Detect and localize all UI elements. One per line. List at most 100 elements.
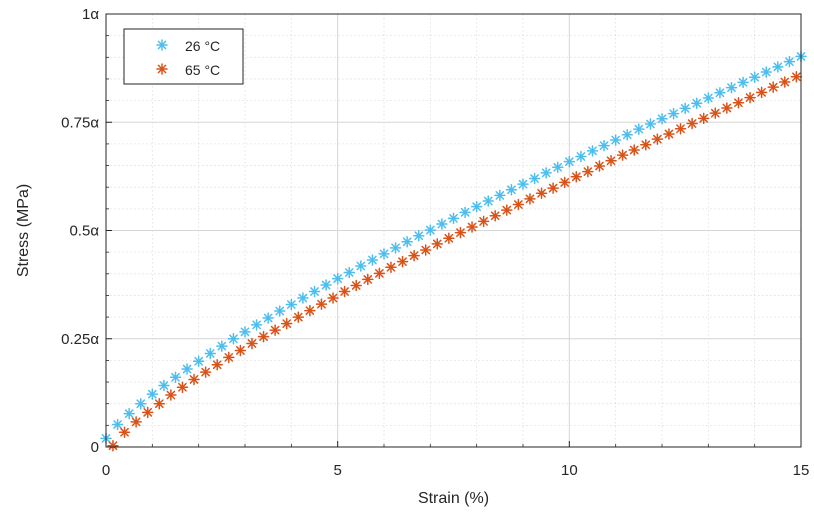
data-point bbox=[721, 102, 733, 114]
data-point bbox=[223, 351, 235, 364]
marker-stroke bbox=[293, 312, 303, 322]
data-point bbox=[505, 184, 518, 196]
marker-stroke bbox=[449, 214, 458, 223]
data-point bbox=[292, 311, 305, 323]
marker-stroke bbox=[432, 239, 442, 249]
marker-stroke bbox=[699, 114, 709, 123]
marker-stroke bbox=[502, 205, 512, 215]
data-point bbox=[176, 381, 189, 393]
marker-stroke bbox=[525, 194, 535, 204]
marker-stroke bbox=[773, 62, 783, 72]
y-tick-label: 0.75α bbox=[61, 114, 99, 131]
marker-stroke bbox=[224, 353, 234, 362]
data-point bbox=[447, 212, 460, 225]
data-point bbox=[477, 215, 490, 228]
marker-stroke bbox=[259, 332, 268, 341]
data-point bbox=[558, 176, 571, 189]
marker-stroke bbox=[437, 219, 447, 229]
data-point bbox=[598, 139, 610, 152]
y-axis-title: Stress (MPa) bbox=[15, 184, 32, 277]
data-point bbox=[633, 123, 645, 135]
data-point bbox=[628, 144, 640, 156]
data-point bbox=[524, 193, 536, 205]
marker-stroke bbox=[676, 124, 685, 134]
data-point bbox=[644, 118, 657, 130]
y-tick-label: 0 bbox=[91, 439, 99, 456]
data-point bbox=[755, 86, 768, 99]
data-point bbox=[431, 238, 444, 250]
data-point bbox=[141, 406, 154, 419]
marker-stroke bbox=[629, 145, 639, 155]
marker-stroke bbox=[409, 251, 419, 260]
data-point bbox=[725, 81, 738, 94]
marker-stroke bbox=[641, 140, 651, 150]
data-point bbox=[748, 71, 761, 83]
data-point bbox=[408, 249, 420, 262]
marker-stroke bbox=[120, 427, 129, 437]
data-point bbox=[443, 232, 455, 245]
marker-stroke bbox=[734, 98, 743, 108]
data-point bbox=[563, 155, 576, 168]
x-tick-label: 5 bbox=[333, 462, 341, 479]
data-point bbox=[401, 236, 413, 248]
marker-stroke bbox=[583, 167, 593, 176]
data-point bbox=[674, 122, 687, 135]
x-axis-title: Strain (%) bbox=[418, 490, 489, 507]
data-point bbox=[702, 92, 715, 104]
marker-stroke bbox=[333, 274, 343, 283]
marker-stroke bbox=[495, 191, 505, 200]
data-point bbox=[350, 279, 362, 292]
marker-stroke bbox=[710, 108, 720, 118]
data-point bbox=[489, 210, 501, 222]
data-point bbox=[586, 145, 599, 157]
data-point bbox=[135, 397, 147, 410]
marker-stroke bbox=[108, 441, 118, 451]
data-point bbox=[686, 117, 698, 130]
data-point bbox=[123, 407, 135, 420]
data-point bbox=[158, 379, 170, 392]
marker-stroke bbox=[421, 245, 431, 255]
y-tick-label: 1α bbox=[82, 6, 99, 23]
marker-stroke bbox=[166, 390, 176, 400]
marker-stroke bbox=[564, 157, 574, 167]
marker-stroke bbox=[159, 381, 169, 390]
marker-stroke bbox=[375, 269, 384, 278]
x-tick-label: 0 bbox=[102, 462, 110, 479]
marker-stroke bbox=[136, 399, 146, 409]
data-point bbox=[575, 150, 587, 163]
data-point bbox=[169, 371, 182, 384]
marker-stroke bbox=[157, 64, 167, 74]
marker-stroke bbox=[368, 255, 377, 265]
marker-stroke bbox=[386, 262, 396, 272]
marker-stroke bbox=[305, 306, 315, 315]
marker-stroke bbox=[263, 313, 273, 323]
data-point bbox=[192, 355, 205, 368]
marker-stroke bbox=[425, 225, 435, 235]
marker-stroke bbox=[356, 261, 366, 271]
data-point bbox=[118, 426, 131, 439]
marker-stroke bbox=[537, 188, 546, 198]
marker-stroke bbox=[456, 228, 465, 238]
data-point bbox=[424, 224, 437, 236]
marker-stroke bbox=[479, 217, 488, 226]
data-point bbox=[327, 292, 339, 304]
data-point bbox=[482, 195, 494, 207]
data-point bbox=[373, 267, 386, 280]
marker-stroke bbox=[321, 280, 331, 290]
data-point bbox=[343, 266, 355, 279]
data-point bbox=[396, 255, 409, 268]
marker-stroke bbox=[483, 196, 493, 206]
data-point bbox=[107, 439, 119, 452]
marker-stroke bbox=[205, 349, 215, 358]
data-point bbox=[304, 304, 316, 317]
y-tick-label: 0.25α bbox=[61, 331, 99, 348]
data-point bbox=[385, 261, 397, 274]
data-point bbox=[772, 61, 784, 73]
marker-stroke bbox=[560, 178, 570, 187]
marker-stroke bbox=[201, 367, 210, 377]
marker-stroke bbox=[599, 141, 609, 150]
series-1 bbox=[107, 71, 803, 452]
data-point bbox=[297, 292, 309, 304]
data-point bbox=[315, 298, 328, 310]
